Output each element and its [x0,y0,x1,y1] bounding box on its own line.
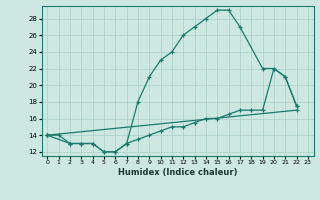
X-axis label: Humidex (Indice chaleur): Humidex (Indice chaleur) [118,168,237,177]
